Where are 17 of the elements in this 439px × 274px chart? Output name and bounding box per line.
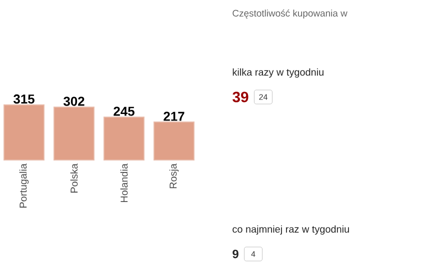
text: co najmniej raz w tygodniu (232, 225, 349, 235)
text: Częstotliwość kupowania w (232, 10, 348, 18)
data-label: 217 (164, 112, 184, 121)
bar (154, 121, 195, 160)
text: 39 (232, 92, 248, 102)
x-tick-label: Rosja (169, 164, 179, 188)
data-label: 245 (114, 106, 134, 116)
x-tick-label: Holandia (120, 164, 128, 202)
bar (104, 116, 145, 160)
data-label: 315 (14, 94, 34, 104)
bar (54, 106, 95, 160)
data-label: 302 (64, 96, 84, 106)
bar (4, 104, 45, 160)
text: 9 (232, 250, 238, 258)
text: kilka razy w tygodniu (232, 68, 324, 78)
x-tick-label: Portugalia (19, 164, 29, 208)
x-tick-label: Polska (70, 164, 78, 193)
